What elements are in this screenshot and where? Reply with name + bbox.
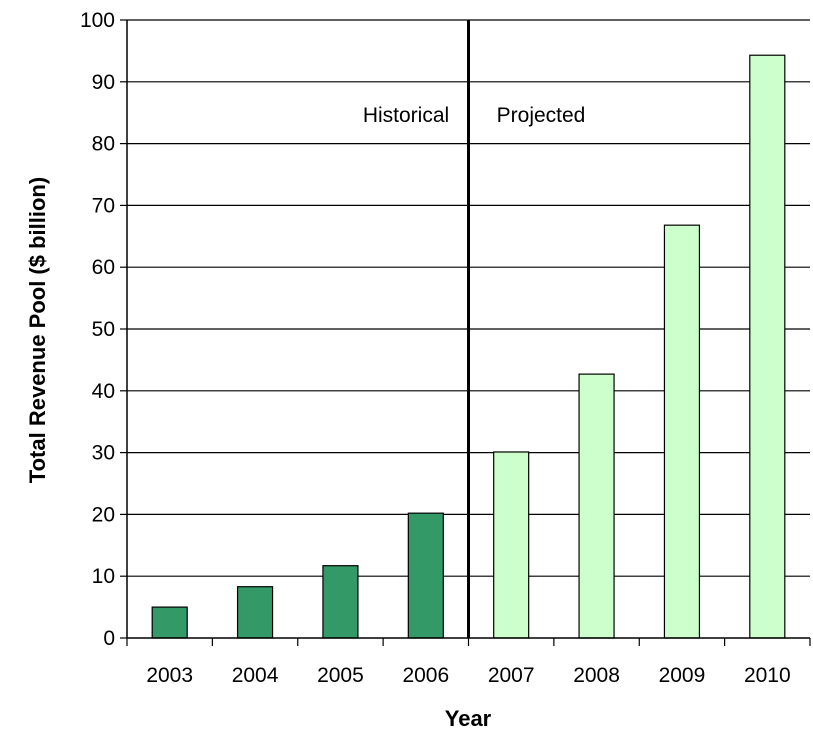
bar-2009 — [663, 224, 701, 639]
x-tick-label: 2004 — [232, 664, 279, 687]
y-tick-label: 10 — [92, 565, 115, 588]
y-tick-label: 100 — [80, 9, 115, 32]
y-tick-label: 90 — [92, 71, 115, 94]
y-tick-label: 70 — [92, 194, 115, 217]
bar-2003 — [151, 606, 188, 639]
x-axis-title: Year — [445, 706, 492, 731]
y-tick-label: 40 — [92, 380, 115, 403]
y-axis-title: Total Revenue Pool ($ billion) — [25, 177, 50, 483]
x-tick-labels: 2003 2004 2005 2006 2007 2008 2009 2010 — [126, 638, 811, 687]
x-tick-label: 2005 — [317, 664, 364, 687]
y-tick-label: 60 — [92, 256, 115, 279]
x-tick-label: 2006 — [402, 664, 449, 687]
y-tick-label: 0 — [103, 627, 115, 650]
bar-2008 — [578, 373, 615, 639]
bar-2007 — [493, 451, 530, 639]
bar-2005 — [322, 565, 359, 639]
bar-2010 — [749, 54, 786, 639]
bar-2006 — [407, 512, 444, 639]
x-tick-label: 2007 — [488, 664, 535, 687]
projected-label: Projected — [497, 104, 586, 127]
y-tick-label: 30 — [92, 442, 115, 465]
y-tick-label: 80 — [92, 133, 115, 156]
x-tick-label: 2010 — [744, 664, 791, 687]
bar-2004 — [236, 586, 274, 639]
y-tick-label: 50 — [92, 318, 115, 341]
x-tick-label: 2008 — [573, 664, 620, 687]
historical-label: Historical — [363, 104, 449, 127]
y-tick-labels: 0 10 20 30 40 50 60 70 80 90 100 — [80, 9, 127, 650]
y-tick-label: 20 — [92, 503, 115, 526]
x-tick-label: 2009 — [659, 664, 706, 687]
x-tick-label: 2003 — [146, 664, 193, 687]
